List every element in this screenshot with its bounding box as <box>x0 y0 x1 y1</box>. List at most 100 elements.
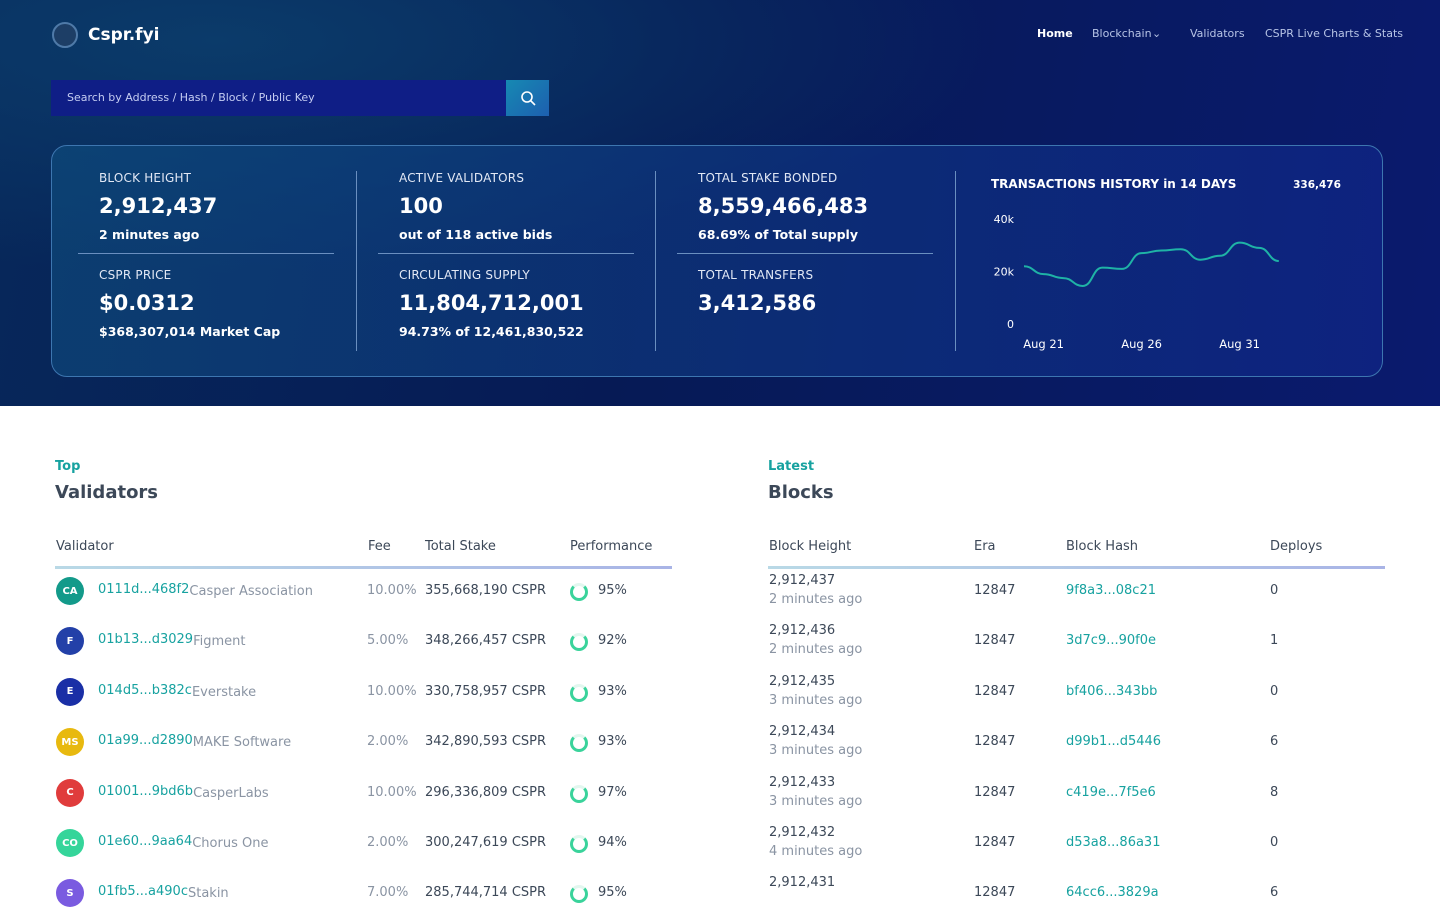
block-height[interactable]: 2,912,435 <box>769 673 836 689</box>
performance-ring <box>570 633 588 652</box>
performance: 97% <box>598 784 627 800</box>
block-hash[interactable]: d53a8...86a31 <box>1066 835 1161 850</box>
era: 12847 <box>974 683 1016 699</box>
stat-label: CIRCULATING SUPPLY <box>399 268 530 282</box>
performance-ring <box>570 784 588 803</box>
block-height[interactable]: 2,912,431 <box>769 875 836 891</box>
stat-value: 3,412,586 <box>698 291 817 315</box>
fee: 10.00% <box>367 683 417 699</box>
hero: Cspr.fyi Home Blockchain ⌄ Validators CS… <box>0 0 1440 406</box>
nav-link[interactable]: CSPR Live Charts & Stats <box>1265 27 1404 40</box>
stat: BLOCK HEIGHT 2,912,437 2 minutes ago <box>99 171 217 242</box>
avatar: E <box>56 677 84 706</box>
validator: 01b13...d3029Figment <box>98 632 245 649</box>
logo-icon <box>52 22 78 48</box>
column-header: Fee <box>368 539 391 554</box>
performance: 92% <box>598 633 627 649</box>
avatar: C <box>56 778 84 807</box>
nav-link[interactable]: Home <box>1037 27 1073 40</box>
y-tick-label: 40k <box>994 213 1015 226</box>
validator-address[interactable]: 01fb5...a490c <box>98 884 188 900</box>
x-tick-label: Aug 21 <box>1023 337 1064 351</box>
block-hash[interactable]: d99b1...d5446 <box>1066 734 1162 750</box>
avatar: S <box>56 879 84 907</box>
stat: TOTAL TRANSFERS 3,412,586 <box>698 268 816 315</box>
block-hash[interactable]: c419e...7f5e6 <box>1066 784 1156 800</box>
header-rule <box>55 566 672 569</box>
block-hash[interactable]: 3d7c9...90f0e <box>1066 633 1156 649</box>
validator-name: MAKE Software <box>192 735 292 751</box>
chart: TRANSACTIONS HISTORY in 14 DAYS 336,476 0 2… <box>991 177 1341 351</box>
block-height[interactable]: 2,912,437 <box>769 573 836 588</box>
stat-value: $0.0312 <box>99 291 195 315</box>
block-height[interactable]: 2,912,432 <box>769 825 836 840</box>
section-title: Validators <box>55 482 159 503</box>
block-height[interactable]: 2,912,433 <box>769 774 836 790</box>
validator-name: CasperLabs <box>193 785 269 801</box>
validator-address[interactable]: 01a99...d2890 <box>98 733 193 749</box>
validator-name: Everstake <box>191 684 257 700</box>
stat-label: BLOCK HEIGHT <box>99 171 192 185</box>
validator: 01a99...d2890MAKE Software <box>98 733 292 751</box>
performance: 93% <box>598 683 627 699</box>
stat-label: TOTAL STAKE BONDED <box>698 171 838 185</box>
performance: 94% <box>598 835 627 850</box>
avatar: CO <box>56 829 84 857</box>
validator-address[interactable]: 01e60...9aa64 <box>98 834 193 849</box>
x-tick-label: Aug 26 <box>1121 337 1162 351</box>
logo-text: Cspr.fyi <box>88 25 160 45</box>
block-hash[interactable]: bf406...343bb <box>1066 683 1158 699</box>
avatar: MS <box>56 728 84 757</box>
x-tick-label: Aug 31 <box>1219 337 1260 351</box>
stat-sub: out of 118 active bids <box>399 227 553 242</box>
stake: 300,247,619 CSPR <box>425 835 547 850</box>
validator-address[interactable]: 01001...9bd6b <box>98 783 194 799</box>
validator-address[interactable]: 0111d...468f2 <box>98 582 190 597</box>
block-time: 3 minutes ago <box>769 692 863 708</box>
separator <box>378 253 634 254</box>
validator-address[interactable]: 01b13...d3029 <box>98 632 194 648</box>
deploys: 0 <box>1270 583 1279 598</box>
performance: 93% <box>598 734 627 750</box>
logo[interactable]: Cspr.fyi <box>52 22 160 48</box>
stake: 348,266,457 CSPR <box>425 633 547 649</box>
performance: 95% <box>598 583 627 598</box>
stat-value: 8,559,466,483 <box>698 194 869 218</box>
block-hash[interactable]: 9f8a3...08c21 <box>1066 583 1156 598</box>
fee: 2.00% <box>367 835 409 850</box>
search-input[interactable]: Search by Address / Hash / Block / Publi… <box>51 80 506 116</box>
validator: 01001...9bd6bCasperLabs <box>98 783 269 801</box>
separator <box>955 171 956 351</box>
search-button[interactable] <box>506 80 549 116</box>
block-height[interactable]: 2,912,434 <box>769 724 836 740</box>
block-height[interactable]: 2,912,436 <box>769 623 836 639</box>
block-time: 3 minutes ago <box>769 793 863 809</box>
validator: 01e60...9aa64Chorus One <box>98 834 268 851</box>
nav-link[interactable]: Blockchain <box>1092 27 1152 40</box>
separator <box>78 253 334 254</box>
validator-address[interactable]: 014d5...b382c <box>98 682 192 698</box>
header-rule <box>768 566 1385 569</box>
nav-link[interactable]: Validators <box>1190 27 1245 40</box>
era: 12847 <box>974 633 1016 649</box>
stake: 330,758,957 CSPR <box>425 683 547 699</box>
stake: 296,336,809 CSPR <box>425 784 547 800</box>
stake: 342,890,593 CSPR <box>425 734 547 750</box>
block-hash[interactable]: 64cc6...3829a <box>1066 885 1159 901</box>
separator <box>655 171 656 351</box>
stat: CSPR PRICE $0.0312 $368,307,014 Market Cap <box>99 268 280 339</box>
stat-value: 100 <box>399 194 443 218</box>
stat-sub: 2 minutes ago <box>99 227 200 242</box>
performance: 95% <box>598 885 627 901</box>
stat: ACTIVE VALIDATORS 100 out of 118 active bi… <box>399 171 552 242</box>
era: 12847 <box>974 835 1016 850</box>
block-time: 3 minutes ago <box>769 743 863 759</box>
separator <box>677 253 933 254</box>
deploys: 0 <box>1270 683 1279 699</box>
performance-ring <box>570 885 588 904</box>
column-header: Performance <box>570 539 653 554</box>
line <box>1023 241 1279 287</box>
fee: 7.00% <box>367 885 409 901</box>
dropdown-caret: ⌄ <box>1152 27 1162 40</box>
